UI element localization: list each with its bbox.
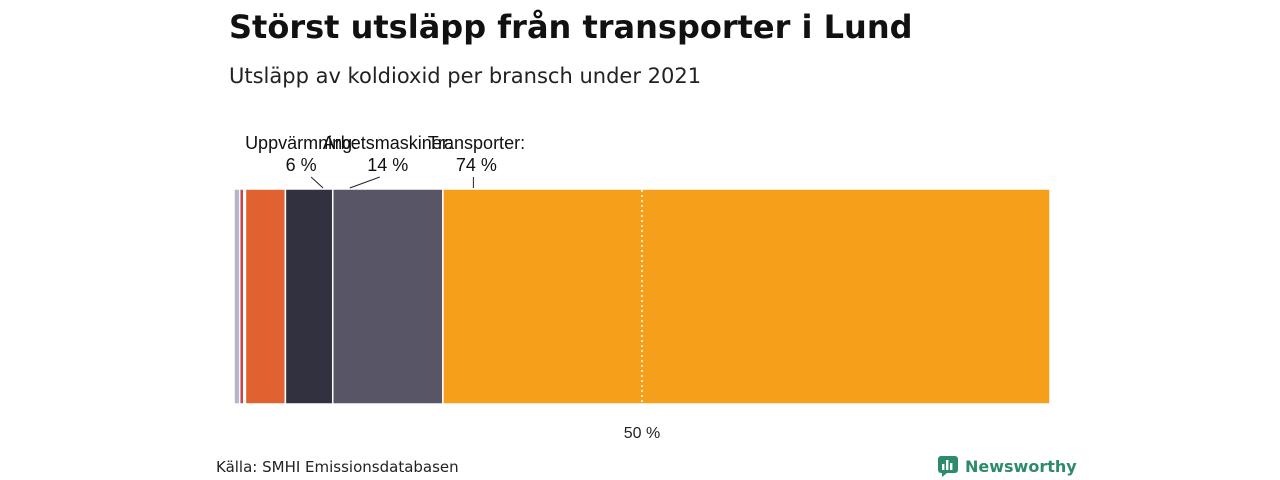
chart-subtitle: Utsläpp av koldioxid per bransch under 2… — [229, 64, 702, 88]
bar-segment-övrigt-4 — [244, 188, 287, 405]
leader-line-uppvärmning — [310, 176, 324, 189]
leader-line-arbetsmaskiner — [349, 176, 380, 189]
axis-tick-label-50: 50 % — [624, 425, 660, 442]
segment-label-uppvärmning: Uppvärmning: — [245, 133, 357, 153]
segment-value-label-arbetsmaskiner: 14 % — [367, 155, 408, 175]
segment-value-label-uppvärmning: 6 % — [286, 155, 317, 175]
bar-segment-arbetsmaskiner — [331, 188, 444, 405]
segment-annotations: Uppvärmning:6 % Arbetsmaskiner:14 % Transp… — [245, 133, 525, 189]
brand-name: Newsworthy — [965, 456, 1077, 476]
bar-segment-övrigt-1 — [233, 188, 241, 405]
chart-title: Störst utsläpp från transporter i Lund — [229, 8, 913, 46]
segment-label-arbetsmaskiner: Arbetsmaskiner: — [323, 133, 453, 153]
bar-segment-uppvärmning — [284, 188, 334, 405]
bar-segment-transporter — [442, 188, 1051, 405]
segment-label-transporter: Transporter: — [428, 133, 525, 153]
bar-segments — [233, 188, 1051, 405]
brand-logo: Newsworthy — [937, 455, 1077, 477]
newsworthy-logo-icon — [938, 456, 958, 477]
source-note: Källa: SMHI Emissionsdatabasen — [216, 458, 459, 476]
segment-value-label-transporter: 74 % — [456, 155, 497, 175]
